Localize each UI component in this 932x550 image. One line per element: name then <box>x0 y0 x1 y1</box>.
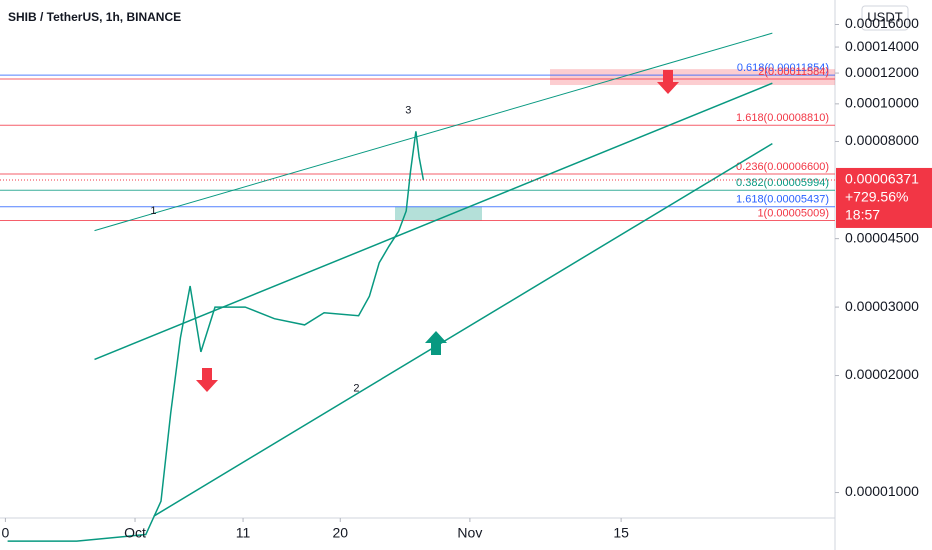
fib-level-label: 0.236(0.00006600) <box>736 161 829 173</box>
countdown-label: 18:57 <box>845 207 880 223</box>
currency-label[interactable]: USDT <box>867 9 902 24</box>
last-price-tag <box>836 167 932 228</box>
x-tick-label: 11 <box>236 525 251 541</box>
y-tick-label: 0.00016000 <box>845 15 919 31</box>
y-tick-label: 0.00001000 <box>845 483 919 499</box>
currency-box[interactable] <box>861 5 909 31</box>
fib-level-label: 0.618(0.00011854) <box>737 62 829 74</box>
y-tick-label: 0.00003000 <box>845 298 919 314</box>
marks: 0.618(0.00011854)2(0.00011584) 1.618(0.00… <box>0 32 835 542</box>
x-tick-label: Nov <box>457 525 482 541</box>
change-label: +729.56% <box>845 189 908 205</box>
channel-line <box>153 142 773 517</box>
fib-level-label: 1(0.00005009) <box>757 207 829 219</box>
y-tick-label: 0.00010000 <box>845 95 919 111</box>
target-zone <box>550 69 835 86</box>
price-line <box>7 131 425 542</box>
channel-line <box>94 32 773 232</box>
fib-level-label: 2(0.00011584) <box>758 66 829 78</box>
down-arrow <box>196 368 218 392</box>
fib-level-label: 0.382(0.00005994) <box>736 177 829 189</box>
y-tick-label: 0.00004500 <box>845 229 919 245</box>
down-arrow <box>657 70 679 94</box>
y-tick-label: 0.00014000 <box>845 38 919 54</box>
x-tick-label: 0 <box>2 525 10 541</box>
wave-label: 1 <box>150 205 156 217</box>
y-tick-label: 0.00012000 <box>845 64 919 80</box>
x-tick-label: Oct <box>124 525 146 541</box>
x-tick-label: 20 <box>332 525 348 541</box>
up-arrow <box>425 331 447 355</box>
fib-level-label: 1.618(0.00008810) <box>736 112 829 124</box>
y-tick-label: 0.00002000 <box>845 366 919 382</box>
x-tick-label: 15 <box>613 525 629 541</box>
chart-title: SHIB / TetherUS, 1h, BINANCE <box>8 10 181 24</box>
wave-label: 3 <box>405 105 411 117</box>
wave-label: 2 <box>353 383 359 395</box>
fib-level-label: 1.618(0.00005437) <box>736 194 829 206</box>
y-tick-label: 0.00008000 <box>845 132 919 148</box>
channel-line <box>94 82 773 361</box>
last-price-label: 0.00006371 <box>845 171 919 187</box>
